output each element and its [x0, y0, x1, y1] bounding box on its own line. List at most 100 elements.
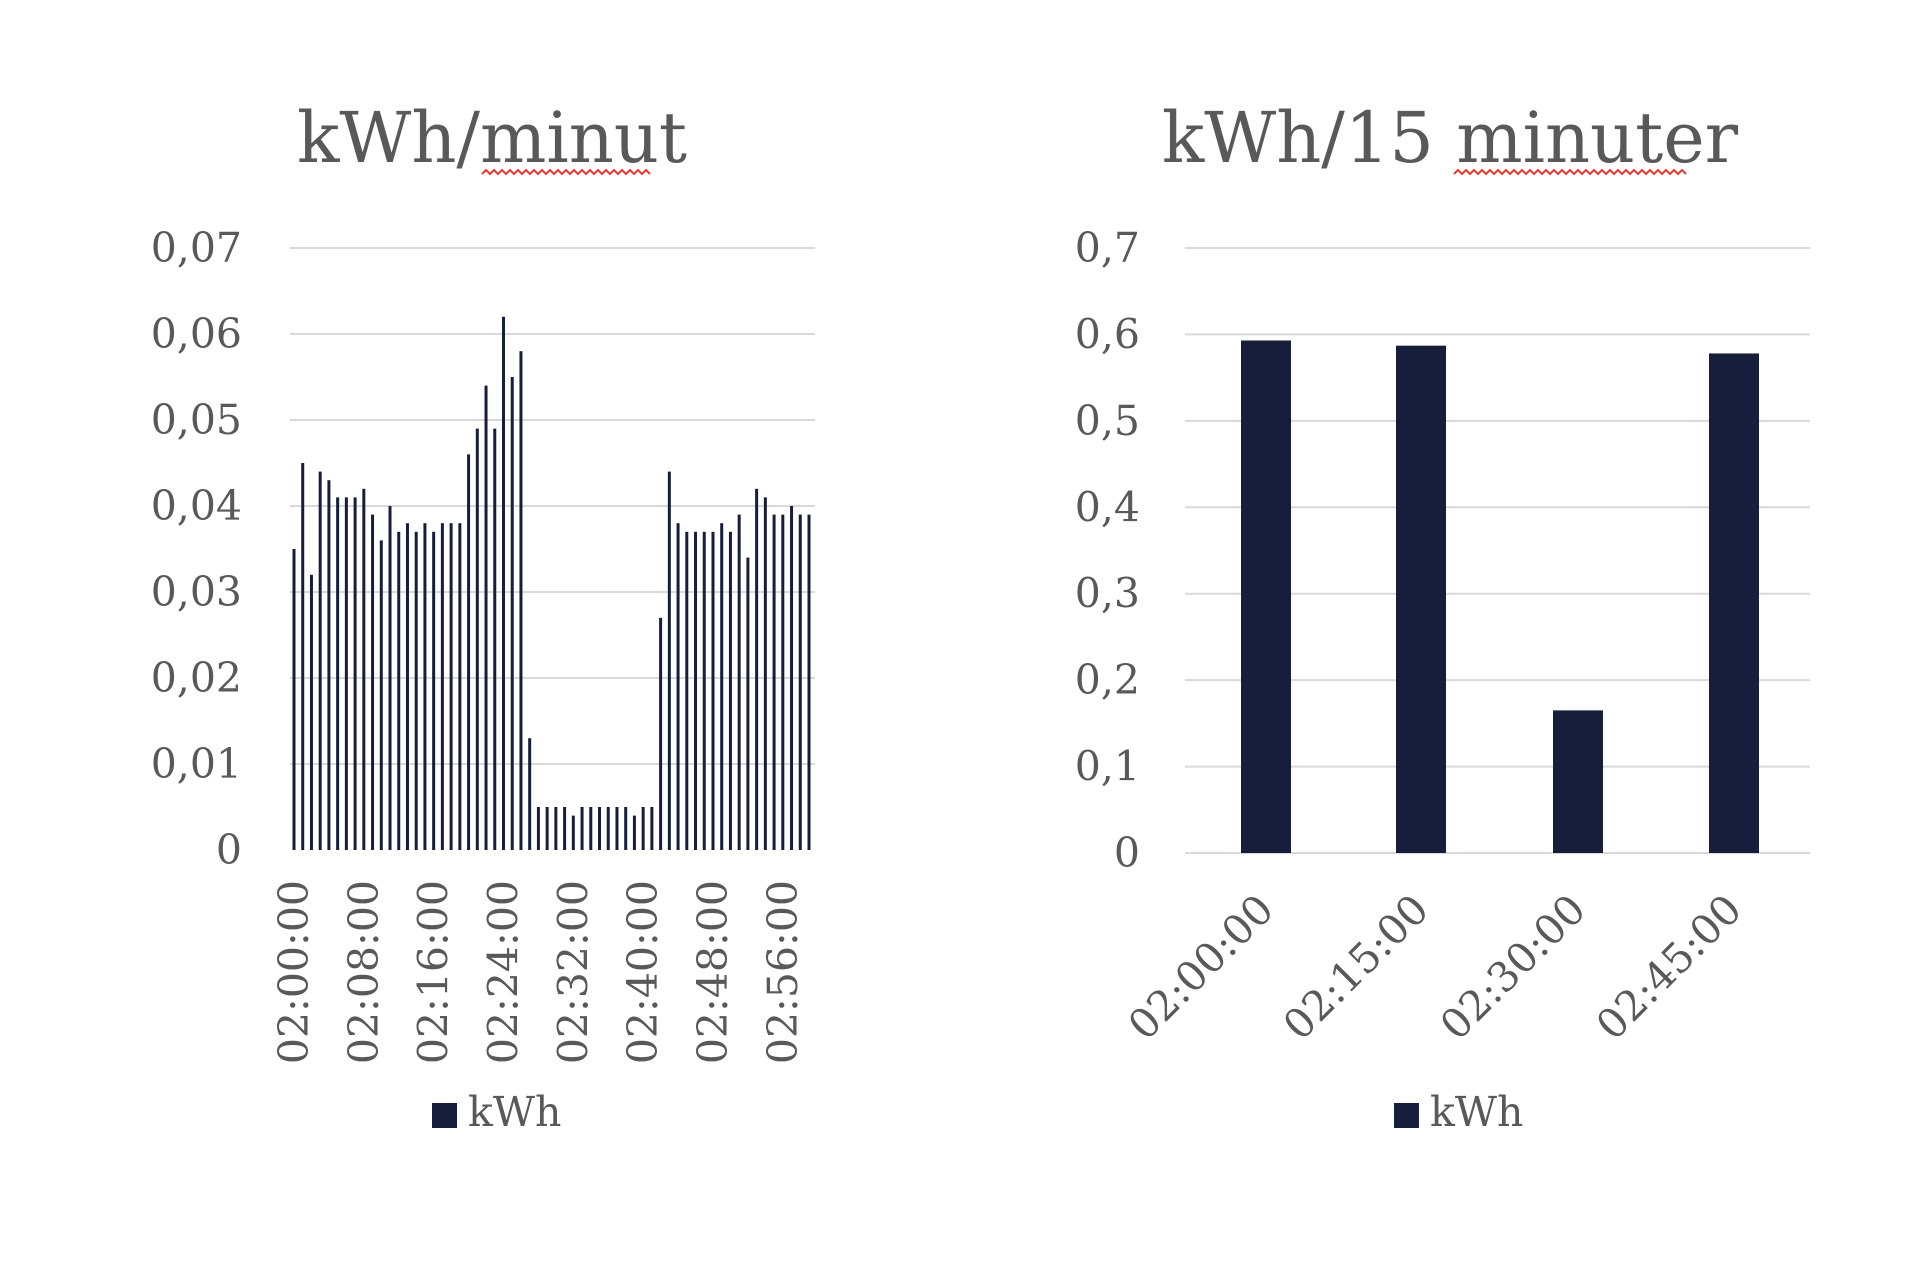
chart1-bar [484, 385, 488, 850]
chart2-bar [1709, 353, 1759, 853]
chart2-bars [1241, 340, 1759, 853]
chart1-bar [632, 815, 636, 850]
chart1-bar [755, 488, 759, 850]
chart1-bar [589, 807, 593, 850]
chart1-bar [440, 523, 444, 850]
chart1-x-tick-label: 02:24:00 [479, 880, 527, 1064]
chart-kwh-per-minute: kWh/minut 00,010,020,030,040,050,060,07 … [151, 97, 815, 1136]
chart2-y-tick-label: 0,6 [1075, 310, 1140, 358]
chart2-title: kWh/15 minuter [1162, 97, 1739, 179]
chart1-bar [344, 497, 348, 850]
chart1-bar [737, 514, 741, 850]
chart2-y-tick-label: 0,1 [1075, 743, 1140, 791]
chart1-bar [301, 463, 305, 850]
chart2-bar [1396, 345, 1446, 853]
chart2-y-axis: 0 0,1 0,2 0,3 0,4 0,5 0,6 0,7 [1075, 224, 1140, 877]
chart1-bar [554, 807, 558, 850]
chart1-bar [493, 428, 497, 850]
chart2-y-tick-label: 0,2 [1075, 656, 1140, 704]
chart1-bar [423, 523, 427, 850]
chart-kwh-per-15-minutes: kWh/15 minuter 0 0,1 0,2 0,3 0,4 0,5 0,6 0,7 02… [1075, 97, 1810, 1136]
chart1-bar [676, 523, 680, 850]
chart1-bar [659, 617, 663, 850]
chart1-bar [694, 531, 698, 850]
chart2-x-tick-label: 02:00:00 [1119, 885, 1283, 1049]
chart1-bar [763, 497, 767, 850]
chart2-bar [1241, 340, 1291, 853]
chart1-bar [746, 557, 750, 850]
chart1-bar [615, 807, 619, 850]
chart1-bar [650, 807, 654, 850]
chart1-bar [510, 377, 514, 850]
chart1-bar [292, 549, 296, 850]
chart1-x-tick-label: 02:56:00 [759, 880, 807, 1064]
chart1-bar [318, 471, 322, 850]
chart1-bar [336, 497, 340, 850]
chart1-legend-label: kWh [468, 1088, 561, 1136]
chart1-bar [309, 574, 313, 850]
chart1-title-spellcheck-underline [481, 168, 651, 176]
chart1-legend-swatch [432, 1103, 457, 1128]
chart1-x-axis: 02:00:00 02:08:00 02:16:00 02:24:00 02:32:00… [270, 880, 807, 1064]
chart2-x-tick-label: 02:30:00 [1431, 885, 1595, 1049]
chart1-bar [432, 531, 436, 850]
chart1-bar [449, 523, 453, 850]
chart1-bar [798, 514, 802, 850]
chart1-y-tick-label: 0,02 [151, 654, 242, 702]
chart2-bar [1553, 710, 1603, 853]
chart1-bar [720, 523, 724, 850]
chart1-bar [379, 540, 383, 850]
chart1-gridlines [290, 247, 815, 765]
chart1-y-tick-label: 0,06 [151, 310, 242, 358]
chart1-x-tick-label: 02:40:00 [619, 880, 667, 1064]
chart2-y-tick-label: 0,4 [1075, 483, 1140, 531]
chart2-legend-swatch [1394, 1103, 1419, 1128]
chart1-bar [598, 807, 602, 850]
chart1-bar [388, 506, 392, 850]
chart1-bar [728, 531, 732, 850]
chart1-bar [563, 807, 567, 850]
chart1-x-tick-label: 02:48:00 [689, 880, 737, 1064]
chart1-title: kWh/minut [297, 97, 687, 179]
chart1-x-tick-label: 02:00:00 [270, 880, 318, 1064]
chart1-bar [414, 531, 418, 850]
chart1-bar [353, 497, 357, 850]
chart1-y-tick-label: 0,04 [151, 482, 242, 530]
chart1-bar [362, 488, 366, 850]
chart1-bar [790, 506, 794, 850]
chart1-y-axis: 0 0,01 0,02 0,03 0,04 0,05 0,06 0,07 [151, 224, 242, 874]
chart1-bar [536, 807, 540, 850]
chart2-legend: kWh [1394, 1088, 1523, 1136]
chart1-bar [467, 454, 471, 850]
chart1-bar [519, 351, 523, 850]
chart1-bar [528, 738, 532, 850]
chart1-bar [711, 531, 715, 850]
chart1-y-tick-label: 0,01 [151, 740, 242, 788]
chart1-bar [781, 514, 785, 850]
chart2-y-tick-label: 0,3 [1075, 570, 1140, 618]
chart1-bar [772, 514, 776, 850]
chart1-x-tick-label: 02:08:00 [340, 880, 388, 1064]
chart2-y-tick-label: 0,7 [1075, 224, 1140, 272]
chart1-bar [624, 807, 628, 850]
chart1-x-tick-label: 02:16:00 [410, 880, 458, 1064]
chart1-bar [397, 531, 401, 850]
chart1-bars [292, 316, 811, 850]
chart1-bar [702, 531, 706, 850]
chart1-y-tick-label: 0,07 [151, 224, 242, 272]
chart1-bar [641, 807, 645, 850]
chart2-title-spellcheck-underline [1453, 168, 1687, 176]
chart1-bar [458, 523, 462, 850]
chart1-bar [685, 531, 689, 850]
chart1-y-tick-label: 0,05 [151, 396, 242, 444]
chart1-bar [571, 815, 575, 850]
chart2-y-tick-label: 0 [1114, 829, 1140, 877]
chart1-bar [371, 514, 375, 850]
chart1-bar [501, 316, 505, 850]
chart2-legend-label: kWh [1430, 1088, 1523, 1136]
chart1-legend: kWh [432, 1088, 561, 1136]
chart1-bar [545, 807, 549, 850]
chart1-bar [807, 514, 811, 850]
